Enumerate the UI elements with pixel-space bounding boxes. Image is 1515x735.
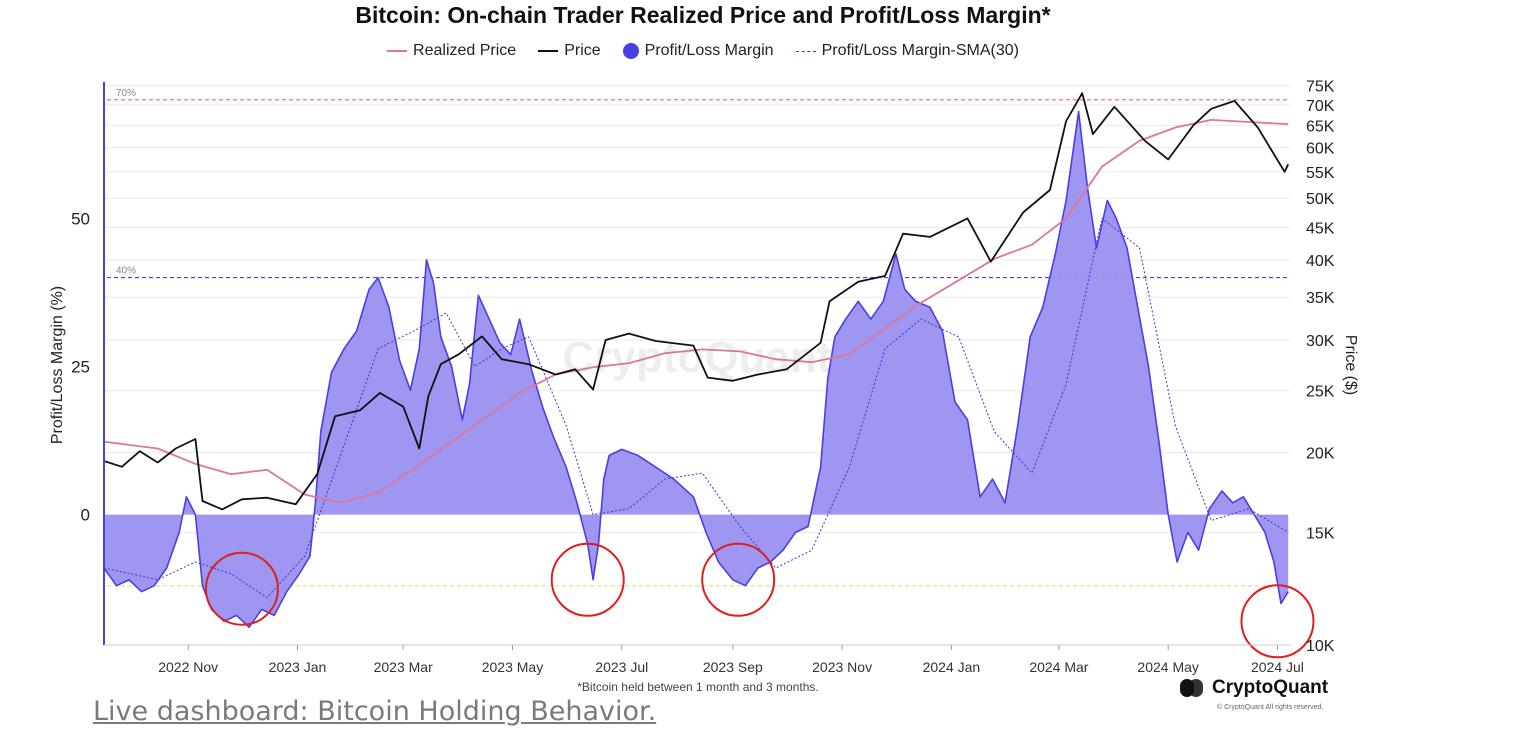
legend-label: Price <box>564 42 601 59</box>
highlight-circle <box>701 542 776 617</box>
x-tick-label: 2024 May <box>1137 659 1198 675</box>
y-axis-left-label: Profit/Loss Margin (%) <box>49 286 66 444</box>
y-left-tick-label: 0 <box>81 506 90 525</box>
y-right-tick-label: 70K <box>1306 98 1335 115</box>
legend-item-price[interactable]: Price <box>538 42 601 60</box>
x-tick-label: 2023 Jan <box>269 659 327 675</box>
legend-label: Profit/Loss Margin-SMA(30) <box>821 42 1019 59</box>
x-tick-label: 2023 May <box>482 659 543 675</box>
y-left-tick-label: 25 <box>71 357 90 376</box>
brand-name: CryptoQuant <box>1212 677 1329 698</box>
y-right-tick-label: 25K <box>1306 384 1335 401</box>
realized-price-line <box>103 119 1289 504</box>
x-tick-label: 2023 Jul <box>595 659 648 675</box>
y-right-tick-label: 35K <box>1306 290 1335 307</box>
footnote: *Bitcoin held between 1 month and 3 mont… <box>577 680 819 694</box>
price-line-layer <box>103 92 1290 511</box>
legend-item-sma[interactable]: Profit/Loss Margin-SMA(30) <box>795 42 1019 60</box>
x-tick-label: 2024 Jan <box>923 659 981 675</box>
highlight-circles <box>204 542 1315 659</box>
y-right-tick-label: 20K <box>1306 446 1335 463</box>
x-tick-label: 2023 Sep <box>703 659 763 675</box>
y-axis-right-label: Price ($) <box>1342 335 1359 395</box>
profit-loss-margin-area <box>103 110 1289 628</box>
copyright: © CryptoQuant All rights reserved. <box>1217 704 1324 711</box>
profit-loss-margin-swatch <box>622 43 639 59</box>
y-right-tick-label: 10K <box>1306 638 1335 655</box>
x-tick-label: 2024 Mar <box>1029 659 1088 675</box>
legend-item-realized-price[interactable]: Realized Price <box>387 42 516 60</box>
legend-label: Realized Price <box>413 42 517 59</box>
legend: Realized Price Price Profit/Loss Margin … <box>0 42 1406 60</box>
price-line <box>103 92 1290 511</box>
realized-price-line-layer <box>103 119 1289 504</box>
x-tick-label: 2023 Mar <box>374 659 433 675</box>
y-right-tick-label: 45K <box>1306 220 1335 237</box>
reference-line-label: 70% <box>116 88 136 99</box>
x-tick-label: 2023 Nov <box>812 659 872 675</box>
highlight-circle <box>1240 584 1315 659</box>
chart-title: Bitcoin: On-chain Trader Realized Price … <box>355 2 1051 28</box>
y-right-tick-label: 50K <box>1306 191 1335 208</box>
y-right-tick-label: 55K <box>1306 165 1335 182</box>
grid-layer <box>104 85 1290 646</box>
reference-line-label: 40% <box>116 266 136 277</box>
price-swatch <box>538 50 559 52</box>
y-right-tick-label: 15K <box>1306 525 1335 542</box>
y-right-tick-label: 75K <box>1306 79 1335 96</box>
watermark: CryptoQuant <box>563 333 832 382</box>
y-right-tick-label: 30K <box>1306 333 1335 350</box>
highlight-circle <box>204 551 279 626</box>
cryptoquant-logo-icon <box>1180 679 1206 697</box>
profit-loss-margin-line <box>103 110 1289 628</box>
axes: 0 25 50 10K 15K 20K 25K 30K 35K 40K 45K 50K 55K 60K 65… <box>71 79 1335 675</box>
live-dashboard-link[interactable]: Live dashboard: Bitcoin Holding Behavior… <box>93 696 657 727</box>
x-tick-label: 2022 Nov <box>158 659 218 675</box>
legend-item-profit-loss-margin[interactable]: Profit/Loss Margin <box>622 42 774 60</box>
brand-logo: CryptoQuant <box>1180 677 1328 699</box>
sma-swatch <box>795 50 816 52</box>
y-right-tick-label: 40K <box>1306 253 1335 270</box>
x-tick-label: 2024 Jul <box>1251 659 1304 675</box>
profit-loss-margin-fill <box>104 111 1289 628</box>
realized-price-swatch <box>387 50 408 52</box>
y-left-tick-label: 50 <box>71 209 90 228</box>
legend-label: Profit/Loss Margin <box>644 42 774 59</box>
y-right-tick-label: 65K <box>1306 118 1335 135</box>
y-right-tick-label: 60K <box>1306 141 1335 158</box>
highlight-circle <box>550 542 625 617</box>
